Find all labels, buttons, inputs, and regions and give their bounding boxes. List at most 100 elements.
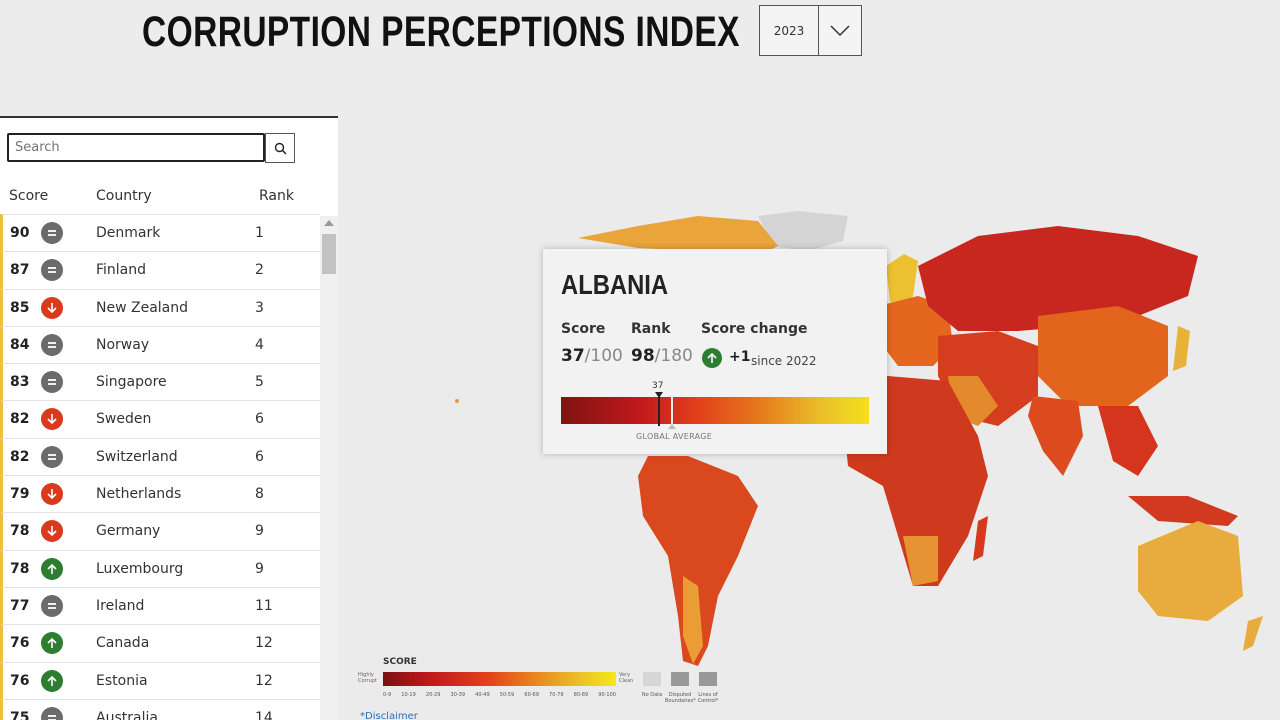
map-region-australia — [1138, 521, 1243, 621]
arrow-up-icon — [702, 348, 722, 368]
legend-loc-label: Lines of Control* — [697, 692, 719, 704]
row-rank: 12 — [255, 635, 273, 652]
row-score: 75 — [10, 709, 30, 720]
legend-loc-swatch — [699, 672, 717, 686]
row-country: Sweden — [96, 411, 152, 428]
table-row[interactable]: 84 Norway 4 — [0, 325, 320, 364]
table-row[interactable]: 75 Australia 14 — [0, 698, 320, 720]
world-map[interactable] — [338, 116, 1280, 720]
row-rank: 1 — [255, 225, 264, 241]
equal-icon — [41, 445, 63, 468]
legend-no-data-swatch — [643, 672, 661, 686]
legend-tick: 30-39 — [450, 692, 466, 698]
row-rank: 5 — [255, 374, 264, 391]
legend-title: SCORE — [383, 657, 417, 667]
row-country: Denmark — [96, 225, 161, 241]
equal-icon — [41, 333, 63, 356]
country-score-marker — [658, 395, 660, 426]
row-country: Ireland — [96, 597, 145, 614]
tooltip-score-value: 37/100 — [561, 346, 623, 366]
row-score: 76 — [10, 635, 30, 652]
row-rank: 11 — [255, 597, 273, 614]
table-row[interactable]: 85 New Zealand 3 — [0, 288, 320, 326]
row-country: New Zealand — [96, 299, 188, 316]
row-country: Singapore — [96, 374, 167, 391]
tooltip-score-label: Score — [561, 321, 606, 337]
marker-triangle-icon — [655, 392, 663, 398]
map-region-indonesia — [1128, 496, 1238, 526]
row-country: Switzerland — [96, 448, 178, 465]
legend-tick: 80-89 — [573, 692, 589, 698]
column-header-score[interactable]: Score — [9, 188, 49, 204]
row-score: 78 — [10, 523, 30, 540]
table-row[interactable]: 83 Singapore 5 — [0, 363, 320, 401]
world-map-svg[interactable] — [338, 116, 1280, 720]
row-score: 82 — [10, 448, 30, 465]
row-score: 84 — [10, 336, 30, 353]
map-region-india — [1028, 396, 1083, 476]
search-input[interactable] — [7, 133, 265, 162]
legend-low-label: Highly Corrupt — [358, 672, 377, 684]
row-country: Netherlands — [96, 486, 182, 503]
table-row[interactable]: 82 Switzerland 6 — [0, 437, 320, 476]
arrow-up-icon — [41, 557, 63, 580]
map-legend: SCORE Highly Corrupt Very Clean 0-9 10-19… — [358, 654, 738, 720]
row-score: 79 — [10, 486, 30, 503]
row-score: 76 — [10, 672, 30, 689]
legend-no-data-label: No Data — [641, 692, 663, 698]
score-gradient-bar — [561, 397, 869, 424]
page-title: CORRUPTION PERCEPTIONS INDEX — [142, 8, 740, 56]
row-country: Luxembourg — [96, 560, 184, 577]
scrollbar[interactable] — [320, 216, 338, 720]
row-rank: 6 — [255, 411, 264, 428]
arrow-up-icon — [41, 669, 63, 692]
tooltip-rank-label: Rank — [631, 321, 671, 337]
row-country: Norway — [96, 336, 150, 353]
disclaimer-link[interactable]: *Disclaimer — [360, 711, 418, 720]
row-rank: 14 — [255, 709, 273, 720]
equal-icon — [41, 222, 63, 244]
equal-icon — [41, 259, 63, 282]
column-header-country[interactable]: Country — [96, 188, 152, 204]
table-row[interactable]: 76 Estonia 12 — [0, 661, 320, 699]
legend-disputed-swatch — [671, 672, 689, 686]
table-row[interactable]: 82 Sweden 6 — [0, 400, 320, 438]
average-triangle-icon — [668, 424, 676, 429]
year-select-value: 2023 — [760, 6, 819, 55]
tooltip-rank-value: 98/180 — [631, 346, 693, 366]
table-row[interactable]: 78 Luxembourg 9 — [0, 549, 320, 587]
table-row[interactable]: 90 Denmark 1 — [0, 214, 320, 252]
row-score: 82 — [10, 411, 30, 428]
legend-tick: 10-19 — [401, 692, 416, 698]
year-select[interactable]: 2023 — [759, 5, 862, 56]
table-row[interactable]: 79 Netherlands 8 — [0, 475, 320, 513]
row-country: Estonia — [96, 672, 148, 689]
row-rank: 3 — [255, 299, 264, 316]
scroll-thumb[interactable] — [322, 234, 336, 274]
map-region-island — [455, 399, 459, 403]
table-row[interactable]: 77 Ireland 11 — [0, 586, 320, 625]
column-header-rank[interactable]: Rank — [259, 188, 294, 204]
search-button[interactable] — [265, 133, 295, 163]
country-tooltip: ALBANIA Score Rank Score change 37/100 9… — [543, 249, 887, 454]
map-region-china — [1038, 306, 1168, 406]
scroll-up-icon[interactable] — [324, 220, 334, 226]
chevron-down-icon[interactable] — [819, 6, 861, 55]
ranking-list: 90 Denmark 1 87 Finland 2 85 New Zealand 3 84 Norw… — [0, 214, 320, 720]
legend-tick: 0-9 — [383, 692, 392, 698]
legend-ticks: 0-9 10-19 20-29 30-39 40-49 50-59 60-69 70-79 80… — [383, 692, 616, 698]
tooltip-change-label: Score change — [701, 321, 808, 337]
row-rank: 2 — [255, 262, 264, 279]
table-row[interactable]: 87 Finland 2 — [0, 251, 320, 289]
arrow-down-icon — [41, 483, 63, 506]
global-average-line — [671, 397, 673, 424]
arrow-down-icon — [41, 296, 63, 319]
legend-tick: 20-29 — [425, 692, 441, 698]
row-score: 77 — [10, 597, 30, 614]
table-row[interactable]: 76 Canada 12 — [0, 624, 320, 662]
map-region-southern-africa — [903, 536, 938, 586]
row-score: 90 — [10, 225, 30, 241]
table-row[interactable]: 78 Germany 9 — [0, 512, 320, 550]
equal-icon — [41, 594, 63, 617]
